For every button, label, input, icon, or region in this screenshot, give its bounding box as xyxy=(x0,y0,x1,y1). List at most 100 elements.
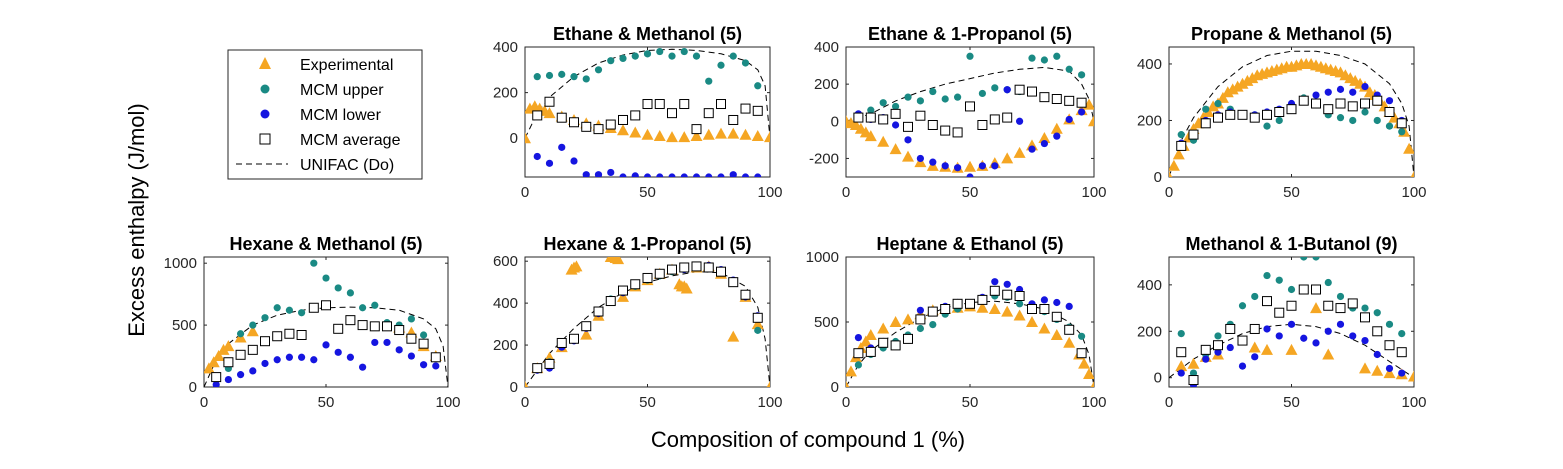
x-tick-label: 50 xyxy=(1283,394,1300,411)
legend-label-mcm-lower: MCM lower xyxy=(300,107,382,124)
y-tick-label: 0 xyxy=(831,379,839,396)
point-experimental xyxy=(612,257,625,265)
point-mcm-lower xyxy=(619,173,627,177)
point-mcm-average xyxy=(667,264,677,275)
x-tick-label: 100 xyxy=(1081,184,1106,201)
legend-label-mcm-average: MCM average xyxy=(300,132,401,149)
point-mcm-lower xyxy=(1300,334,1308,342)
point-mcm-upper xyxy=(741,59,750,67)
point-mcm-lower xyxy=(1336,320,1345,328)
point-mcm-average xyxy=(1323,104,1334,115)
point-mcm-average xyxy=(667,108,677,119)
point-experimental xyxy=(1408,370,1414,382)
point-mcm-lower xyxy=(212,380,220,387)
point-mcm-average xyxy=(1051,94,1062,104)
series-line-unifac-do xyxy=(204,306,448,387)
point-mcm-lower xyxy=(1385,364,1394,373)
point-mcm-average xyxy=(1311,284,1321,295)
point-mcm-upper xyxy=(1263,122,1271,130)
point-mcm-lower xyxy=(407,352,415,360)
point-mcm-lower xyxy=(854,334,863,342)
point-mcm-average xyxy=(1237,335,1248,346)
point-mcm-average xyxy=(915,314,926,325)
point-mcm-upper xyxy=(1214,99,1222,108)
point-mcm-upper xyxy=(310,259,318,267)
point-experimental xyxy=(1231,80,1244,92)
point-mcm-upper xyxy=(904,93,912,101)
point-experimental xyxy=(678,131,691,143)
point-mcm-lower xyxy=(334,348,342,356)
series-line-unifac-do xyxy=(1169,50,1414,177)
point-experimental xyxy=(1001,152,1014,164)
point-mcm-lower xyxy=(261,359,269,368)
point-mcm-upper xyxy=(1016,300,1024,308)
point-mcm-average xyxy=(752,312,763,323)
point-experimental xyxy=(1285,343,1298,355)
point-mcm-lower xyxy=(1078,108,1086,116)
point-experimental xyxy=(846,365,857,377)
point-mcm-average xyxy=(618,285,628,296)
point-experimental xyxy=(988,303,1001,314)
point-mcm-upper xyxy=(1361,304,1369,312)
point-mcm-lower xyxy=(1016,117,1024,125)
point-mcm-average xyxy=(1213,112,1223,123)
legend-label-unifac: UNIFAC (Do) xyxy=(300,157,394,174)
x-tick-label: 0 xyxy=(1165,184,1173,201)
point-mcm-upper xyxy=(1189,369,1198,377)
point-mcm-lower xyxy=(1003,86,1011,94)
y-tick-label: 200 xyxy=(1137,112,1162,129)
point-mcm-upper xyxy=(1078,71,1086,79)
series-layer xyxy=(846,52,1094,177)
series-layer xyxy=(525,257,770,387)
subplot-7: Methanol & 1-Butanol (9) 0 50 100 0 200 400 xyxy=(1137,234,1427,411)
point-experimental xyxy=(1310,302,1322,314)
point-experimental xyxy=(246,325,259,337)
point-mcm-lower xyxy=(533,152,541,161)
point-mcm-average xyxy=(1396,347,1407,358)
point-mcm-lower xyxy=(892,121,900,129)
point-experimental xyxy=(1248,341,1261,353)
point-experimental xyxy=(1050,122,1063,134)
point-mcm-lower xyxy=(1003,280,1011,288)
point-experimental xyxy=(617,124,629,136)
point-mcm-lower xyxy=(1040,296,1048,304)
point-experimental xyxy=(580,328,593,340)
point-mcm-upper xyxy=(1398,330,1406,338)
point-mcm-upper xyxy=(359,304,367,312)
point-mcm-lower xyxy=(1361,82,1369,91)
point-mcm-upper xyxy=(668,52,676,60)
point-mcm-average xyxy=(1286,300,1297,311)
point-experimental xyxy=(1175,360,1188,372)
point-mcm-average xyxy=(989,114,1000,125)
point-mcm-upper xyxy=(1287,285,1296,294)
point-mcm-lower xyxy=(1275,332,1283,340)
point-experimental xyxy=(1371,364,1384,376)
point-mcm-lower xyxy=(1349,332,1357,340)
point-mcm-average xyxy=(1002,112,1013,123)
y-tick-label: 1000 xyxy=(806,249,839,266)
point-mcm-upper xyxy=(754,326,762,334)
point-experimental xyxy=(212,350,225,362)
point-mcm-upper xyxy=(1312,257,1320,261)
point-mcm-lower xyxy=(1361,336,1369,345)
x-tick-label: 50 xyxy=(962,394,979,411)
point-mcm-average xyxy=(1064,95,1075,106)
point-mcm-average xyxy=(1014,291,1025,301)
point-mcm-average xyxy=(1311,98,1321,109)
point-mcm-lower xyxy=(395,346,403,354)
point-mcm-upper xyxy=(631,52,639,60)
point-mcm-average xyxy=(235,349,246,360)
point-mcm-lower xyxy=(1324,327,1332,335)
point-mcm-upper xyxy=(1053,52,1061,60)
legend: Experimental MCM upper MCM lower MCM ave… xyxy=(227,49,423,180)
point-mcm-lower xyxy=(249,367,257,375)
point-mcm-upper xyxy=(1251,292,1259,301)
point-mcm-lower xyxy=(1177,369,1185,377)
point-mcm-lower xyxy=(941,162,949,170)
point-mcm-average xyxy=(740,103,751,114)
point-mcm-average xyxy=(593,306,604,317)
point-mcm-lower xyxy=(1385,97,1394,105)
point-mcm-average xyxy=(1225,109,1236,120)
